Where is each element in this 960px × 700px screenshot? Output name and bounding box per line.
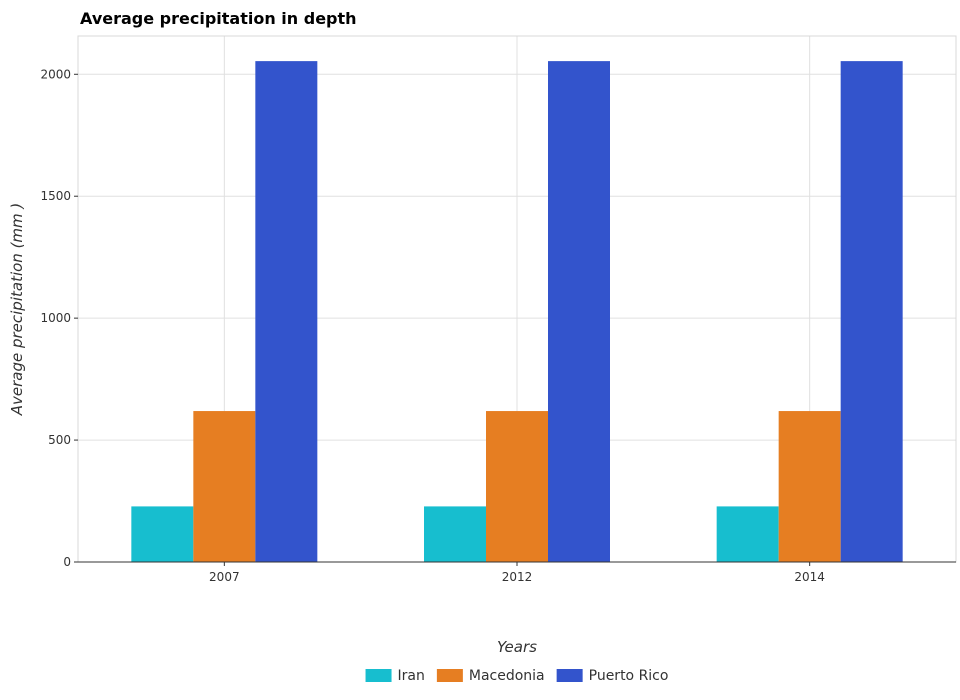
bar-macedonia-2012 — [486, 411, 548, 562]
y-tick-label: 1500 — [40, 189, 71, 203]
axes: 0 500 1000 1500 2000 2007 2012 2014 — [40, 67, 956, 584]
bar-iran-2012 — [424, 506, 486, 562]
chart-title: Average precipitation in depth — [80, 9, 357, 28]
legend-swatch-macedonia — [436, 669, 463, 682]
bar-puerto-rico-2014 — [840, 61, 903, 562]
legend-label-iran: Iran — [398, 668, 425, 684]
x-tick-label: 2012 — [502, 570, 533, 584]
bar-puerto-rico-2007 — [255, 61, 318, 562]
y-tick-label: 0 — [63, 555, 71, 569]
bar-iran-2007 — [131, 506, 194, 562]
x-tick-label: 2007 — [209, 570, 240, 584]
y-tick-label: 500 — [48, 433, 71, 447]
bar-macedonia-2007 — [193, 411, 256, 562]
legend-swatch-puerto-rico — [556, 669, 583, 682]
y-axis-label: Average precipitation (mm ) — [8, 203, 26, 417]
legend: Iran Macedonia Puerto Rico — [365, 668, 669, 684]
y-tick-label: 1000 — [40, 311, 71, 325]
legend-label-puerto-rico: Puerto Rico — [589, 668, 669, 684]
bar-puerto-rico-2012 — [548, 61, 610, 562]
bar-iran-2014 — [716, 506, 779, 562]
legend-swatch-iran — [365, 669, 392, 682]
bars — [131, 61, 903, 562]
legend-label-macedonia: Macedonia — [469, 668, 545, 684]
x-axis-label: Years — [497, 638, 537, 656]
x-tick-label: 2014 — [794, 570, 825, 584]
y-tick-label: 2000 — [40, 67, 71, 81]
bar-macedonia-2014 — [778, 411, 841, 562]
